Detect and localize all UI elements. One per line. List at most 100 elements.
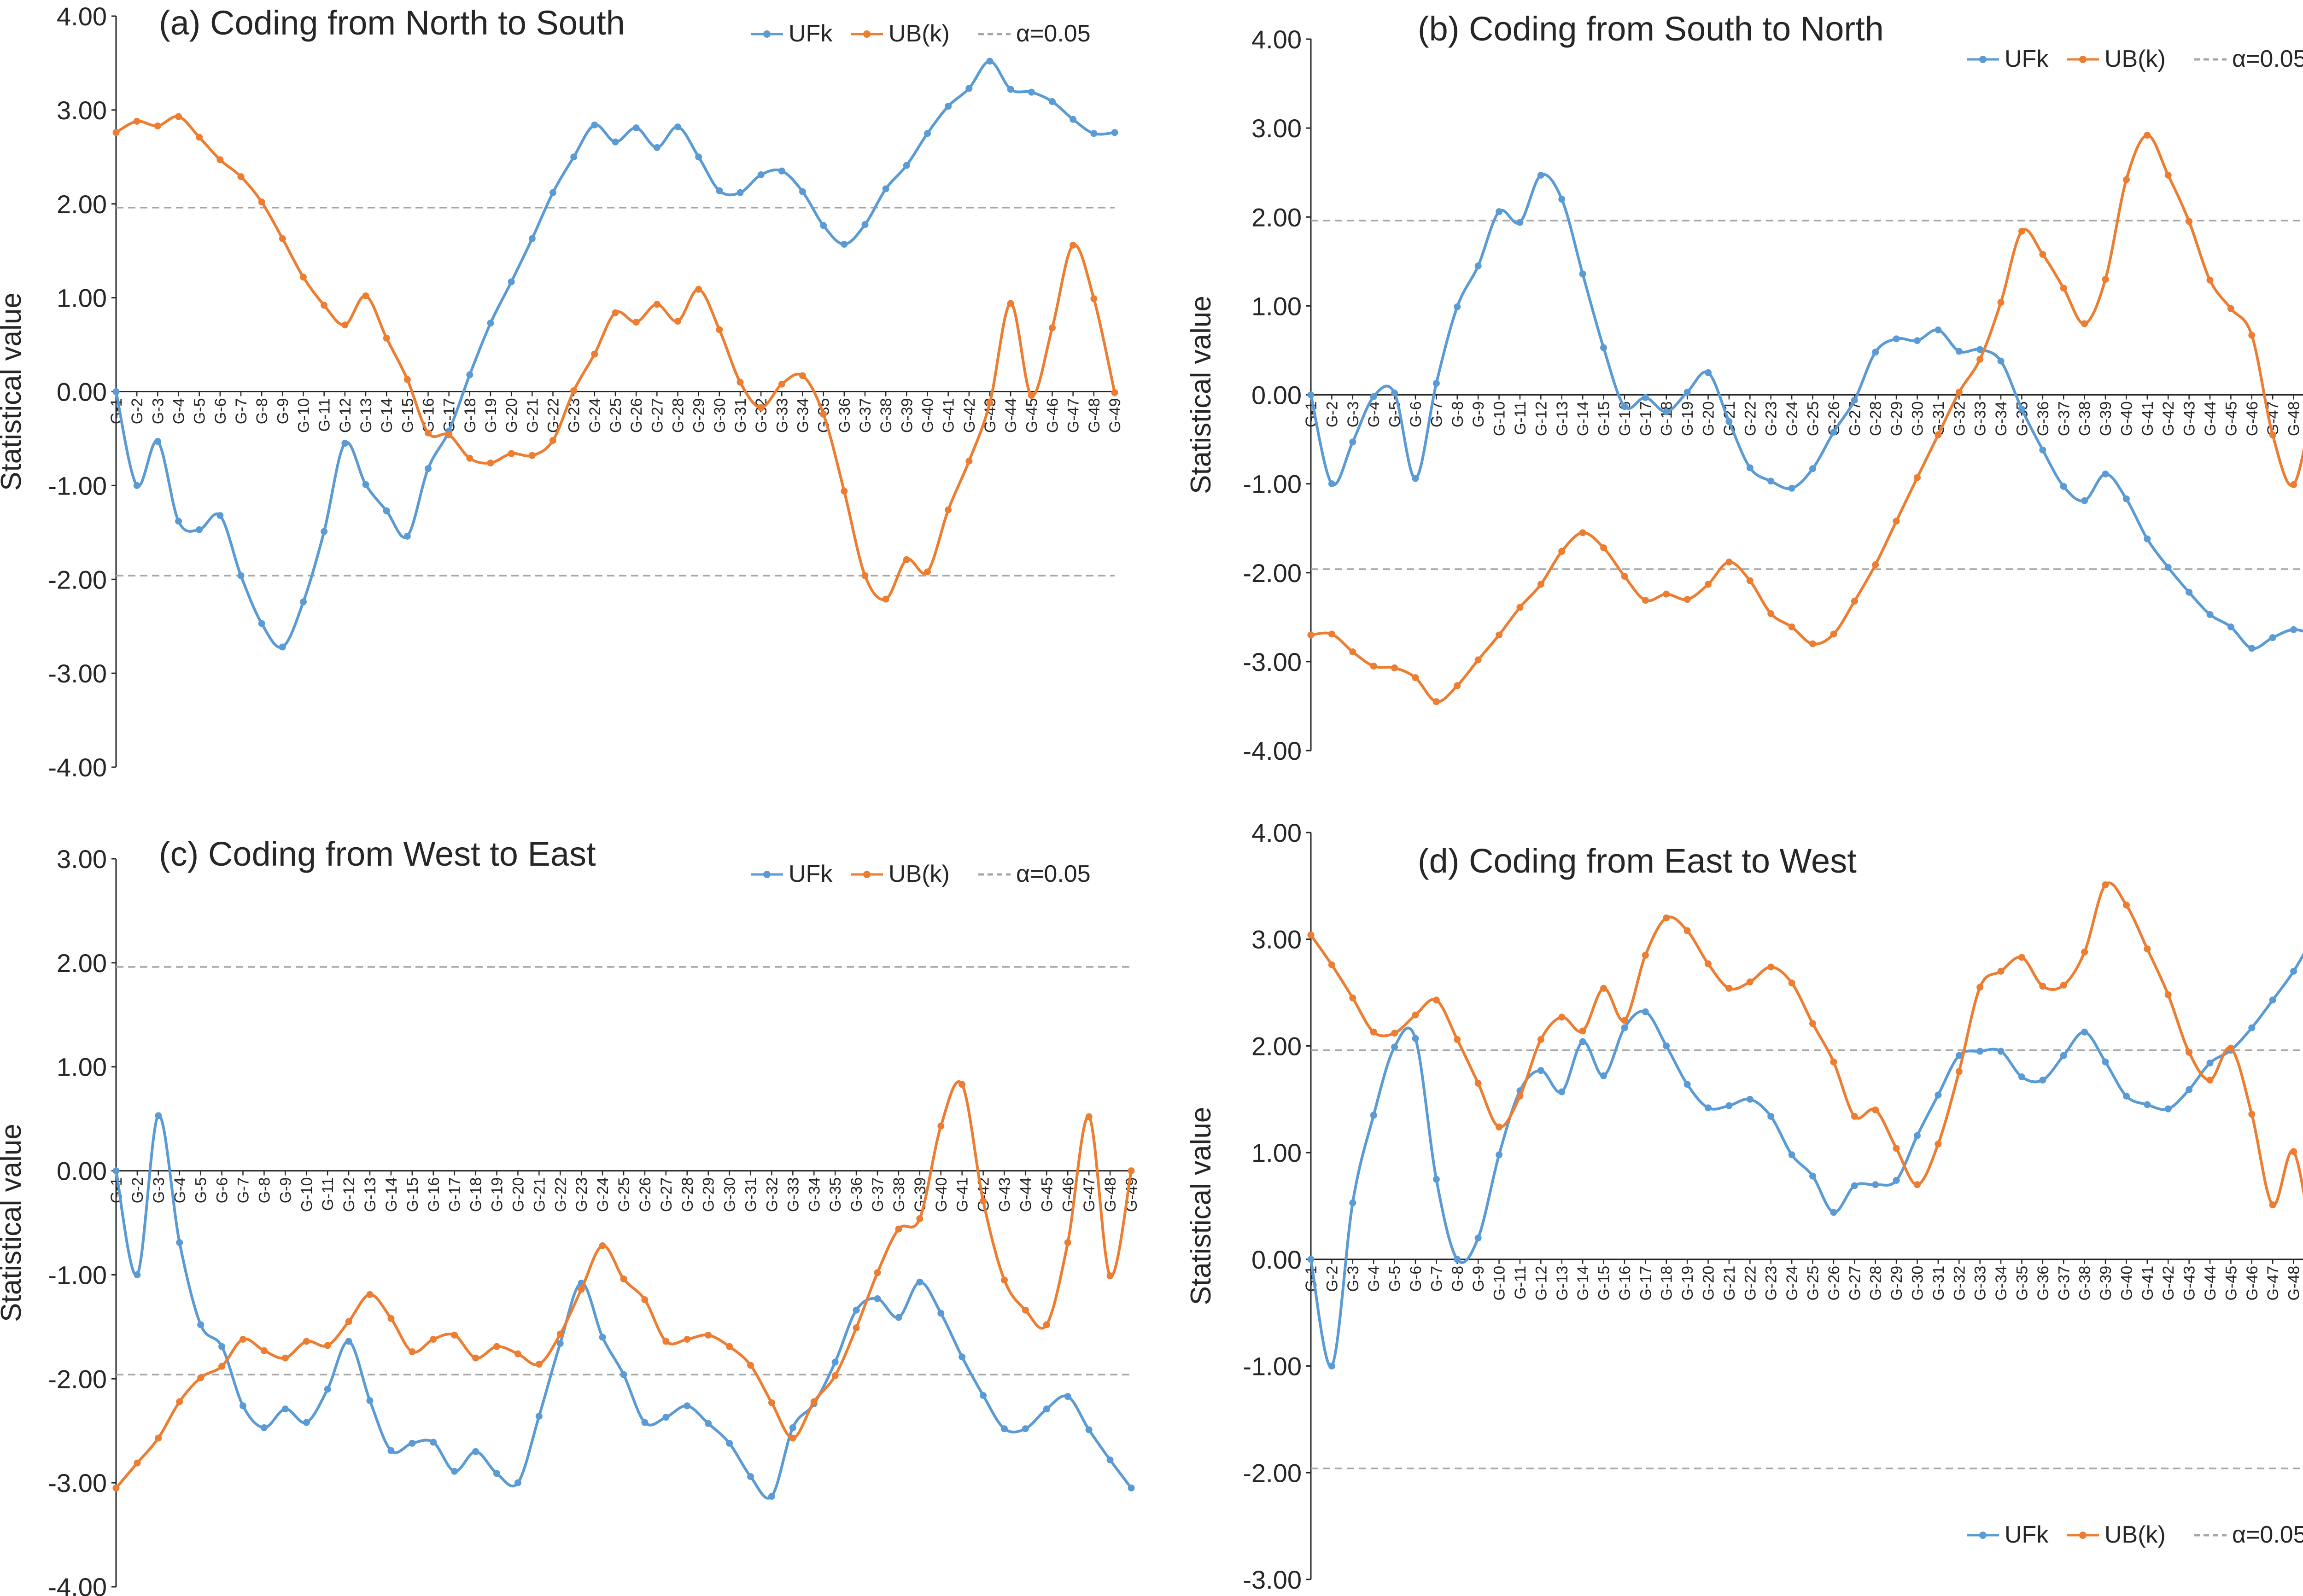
data-point [216, 156, 224, 163]
x-tick-label: G-37 [869, 1177, 887, 1212]
data-point [403, 532, 411, 540]
data-point [882, 185, 889, 192]
data-point [965, 457, 973, 465]
x-tick-label: G-47 [2264, 1266, 2282, 1301]
x-tick-label: G-47 [1065, 398, 1082, 433]
data-point [2206, 276, 2214, 284]
data-point [240, 1402, 246, 1410]
data-point [258, 620, 265, 627]
data-point [1893, 518, 1900, 525]
data-point [2060, 1052, 2067, 1059]
x-tick-label: G-46 [2244, 1266, 2261, 1301]
data-point [736, 379, 744, 386]
data-point [556, 1340, 564, 1347]
legend-marker-ub [863, 871, 871, 878]
y-tick-label: 3.00 [57, 96, 107, 125]
data-point [1028, 392, 1035, 399]
data-point [279, 235, 286, 242]
data-point [2164, 171, 2172, 179]
x-tick-label: G-27 [649, 398, 666, 433]
data-point [1642, 597, 1649, 604]
x-tick-label: G-45 [2222, 402, 2240, 437]
y-tick-label: -3.00 [48, 659, 107, 688]
data-point [1600, 544, 1607, 552]
x-tick-label: G-29 [1888, 1266, 1906, 1301]
data-point [514, 1350, 521, 1357]
data-point [1621, 1017, 1628, 1024]
data-point [570, 153, 578, 161]
legend: UFk UB(k) α=0.05 [1967, 1521, 2303, 1548]
x-tick-label: G-28 [1867, 402, 1885, 437]
data-point [757, 404, 765, 411]
data-point [1683, 927, 1691, 934]
data-point [1913, 474, 1921, 481]
data-point [112, 1167, 120, 1175]
data-point [861, 221, 869, 228]
x-tick-label: G-16 [420, 398, 438, 433]
x-tick-label: G-24 [586, 398, 604, 433]
data-point [2269, 431, 2276, 438]
data-point [2248, 1111, 2256, 1118]
data-point [1007, 86, 1014, 93]
data-point [1642, 394, 1649, 401]
data-point [1516, 1092, 1524, 1100]
x-tick-label: G-9 [274, 398, 292, 425]
data-point [1128, 1484, 1135, 1491]
data-point [1432, 379, 1440, 387]
x-tick-label: G-32 [763, 1177, 781, 1212]
data-point [1683, 596, 1691, 603]
x-tick-label: G-33 [1972, 402, 1989, 437]
data-point [1893, 335, 1900, 343]
data-point [853, 1324, 860, 1332]
x-tick-label: G-8 [1449, 402, 1467, 428]
data-point [924, 568, 931, 576]
data-point [1064, 1239, 1071, 1246]
legend-marker-ufk [763, 30, 771, 38]
chart-title: (d) Coding from East to West [1418, 842, 1857, 880]
data-point [281, 1354, 289, 1362]
legend-label-alpha: α=0.05 [2232, 46, 2303, 72]
x-tick-label: G-3 [150, 1177, 168, 1204]
x-tick-label: G-15 [1596, 1266, 1613, 1301]
data-point [176, 1398, 183, 1405]
data-point [2290, 481, 2297, 489]
data-point [841, 240, 848, 248]
x-tick-label: G-22 [1742, 1266, 1759, 1301]
x-tick-label: G-15 [404, 1177, 421, 1212]
data-point [2081, 320, 2088, 327]
x-tick-label: G-27 [1846, 1266, 1864, 1301]
data-point [1621, 403, 1628, 410]
data-point [831, 1358, 839, 1366]
data-point [1049, 98, 1056, 105]
data-point [154, 122, 161, 130]
data-point [1516, 219, 1524, 226]
data-point [2060, 981, 2067, 989]
data-point [1830, 630, 1837, 638]
y-tick-label: -2.00 [1243, 1458, 1302, 1487]
data-point [1913, 1132, 1921, 1139]
x-tick-label: G-7 [235, 1177, 252, 1204]
x-tick-label: G-26 [1825, 1266, 1843, 1301]
x-tick-label: G-36 [836, 398, 853, 433]
x-tick-label: G-7 [1428, 1266, 1445, 1292]
data-point [578, 1286, 585, 1293]
y-tick-label: 0.00 [57, 378, 107, 407]
x-tick-label: G-26 [628, 398, 645, 433]
data-point [1767, 1113, 1775, 1120]
y-tick-label: 0.00 [57, 1157, 107, 1186]
data-point [2018, 405, 2025, 413]
x-tick-label: G-24 [594, 1177, 612, 1212]
x-tick-label: G-38 [2076, 402, 2094, 437]
data-point [445, 431, 453, 438]
data-point [2206, 1077, 2214, 1084]
data-point [1872, 1106, 1879, 1113]
data-point [2102, 1058, 2109, 1066]
x-tick-label: G-11 [319, 1177, 337, 1211]
x-tick-label: G-13 [362, 1177, 379, 1212]
data-point [549, 189, 556, 196]
data-point [2186, 1048, 2193, 1056]
x-tick-label: G-32 [1951, 1266, 1968, 1301]
legend-label-ufk: UFk [789, 20, 833, 47]
x-tick-label: G-40 [933, 1177, 950, 1212]
data-point [1106, 1456, 1114, 1463]
